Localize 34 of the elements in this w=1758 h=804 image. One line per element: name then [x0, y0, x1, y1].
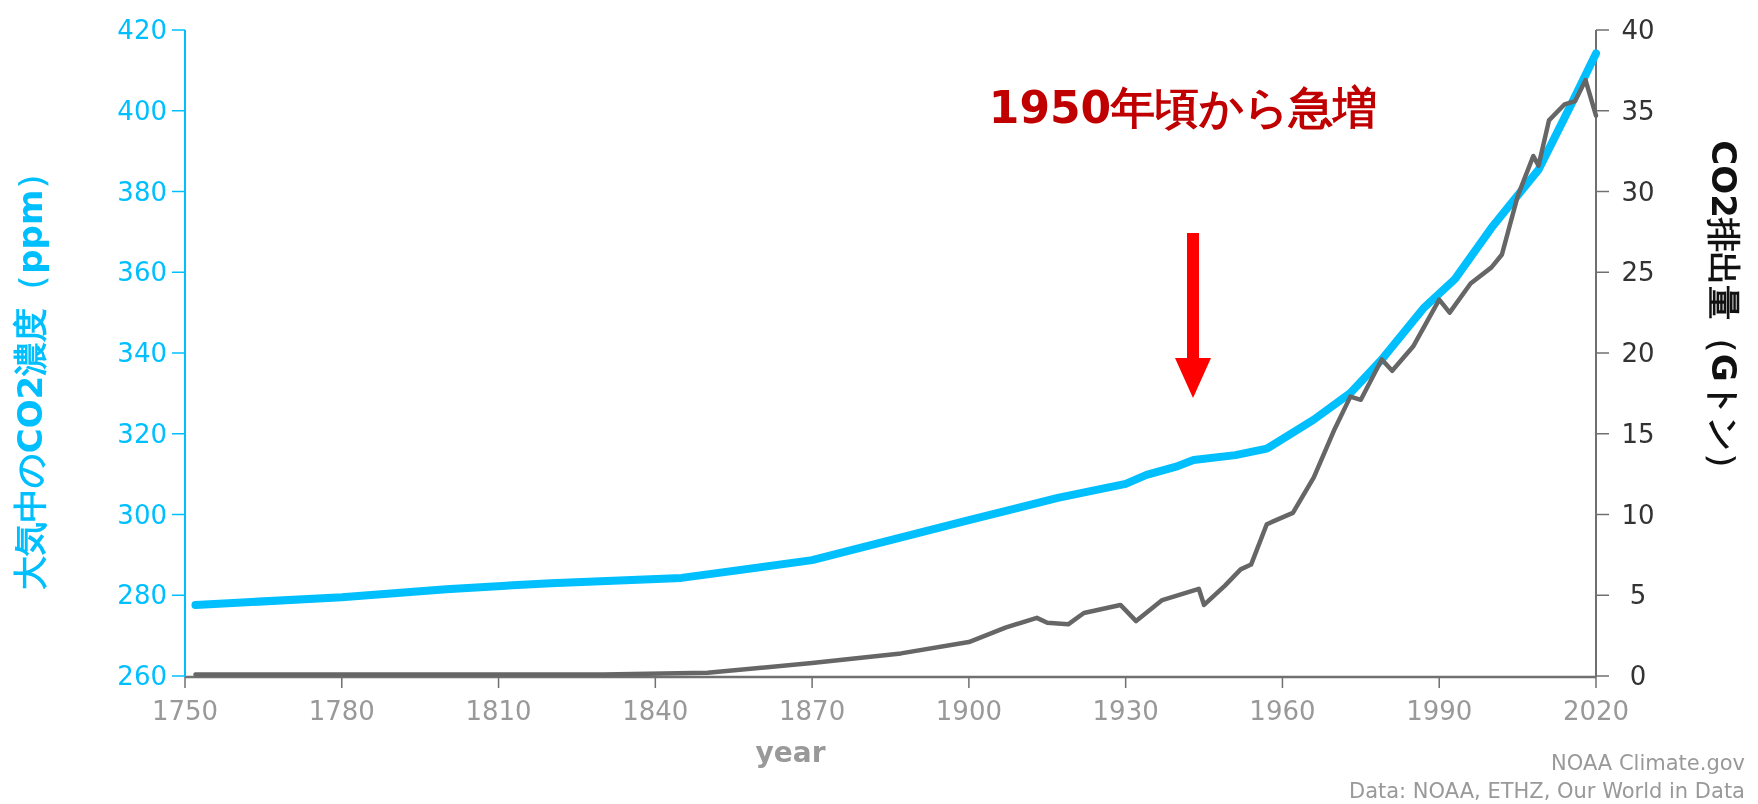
x-tick-label: 2020: [1562, 696, 1630, 726]
y2-tick-label: 15: [1621, 418, 1655, 449]
y-tick-label: 320: [117, 418, 167, 449]
y-tick-label: 420: [117, 15, 167, 45]
y-tick-label: 300: [117, 499, 167, 530]
x-tick-label: 1930: [1092, 696, 1159, 726]
y-tick-label: 260: [117, 661, 167, 691]
y-tick-label: 340: [117, 338, 167, 368]
y2-tick-label: 25: [1621, 257, 1655, 288]
text: NOAA Climate.gov: [1551, 751, 1745, 775]
x-tick-label: 1810: [465, 696, 532, 726]
annotation: 1950年頃から急増: [988, 82, 1378, 133]
x-tick-label: 1750: [151, 696, 219, 726]
x-tick-label: 1900: [935, 696, 1002, 726]
y-tick-label: 280: [117, 580, 167, 611]
y2-tick-label: 5: [1629, 580, 1647, 611]
x-axis-title: year: [755, 736, 826, 769]
y2-tick-label: 30: [1621, 176, 1655, 207]
y2-tick-label: 20: [1621, 338, 1655, 368]
y-tick-label: 380: [117, 176, 167, 207]
y-tick-label: 400: [117, 95, 167, 126]
x-tick-label: 1780: [308, 696, 375, 726]
y2-tick-label: 10: [1621, 499, 1655, 530]
y2-tick-label: 0: [1629, 661, 1647, 691]
y2-axis-title: CO2排出量（Gトン）: [1704, 140, 1744, 486]
x-tick-label: 1990: [1406, 696, 1473, 726]
y2-tick-label: 40: [1621, 15, 1655, 45]
x-tick-label: 1870: [779, 696, 846, 726]
x-tick-label: 1840: [622, 696, 689, 726]
x-tick-label: 1960: [1249, 696, 1316, 726]
y-tick-label: 360: [117, 257, 167, 288]
y2-tick-label: 35: [1621, 95, 1655, 126]
text: Data: NOAA, ETHZ, Our World in Data: [1348, 779, 1745, 803]
y-axis-title: 大気中のCO2濃度（ppm）: [10, 155, 50, 591]
